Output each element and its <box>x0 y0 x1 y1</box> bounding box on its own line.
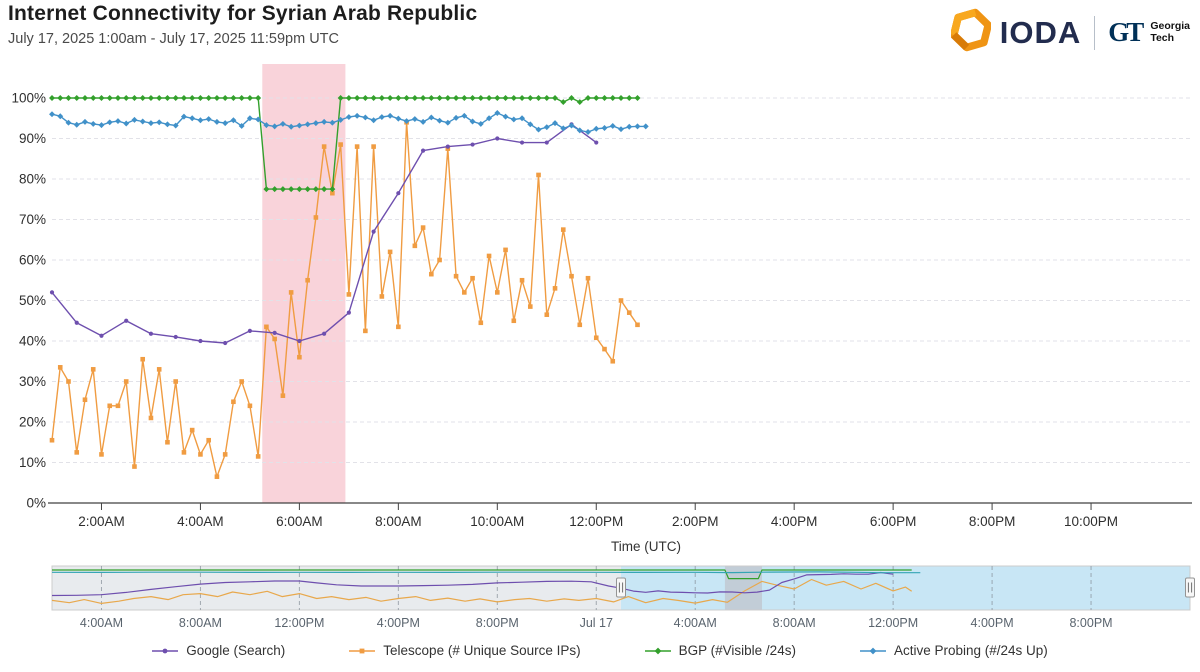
series-bgp <box>49 95 641 193</box>
outage-highlight-band <box>262 64 346 503</box>
georgia-tech-name: Georgia Tech <box>1150 20 1190 44</box>
series-telescope <box>49 120 640 479</box>
svg-text:90%: 90% <box>19 131 46 146</box>
legend-label: Google (Search) <box>186 643 286 658</box>
chart-legend: Google (Search) Telescope (# Unique Sourc… <box>0 643 1200 658</box>
navigator-series <box>51 578 913 605</box>
legend-label: Telescope (# Unique Source IPs) <box>383 643 581 658</box>
header: Internet Connectivity for Syrian Arab Re… <box>0 0 1200 58</box>
x-axis-title: Time (UTC) <box>611 539 681 554</box>
navigator-unselected-range[interactable] <box>52 566 621 610</box>
svg-text:4:00PM: 4:00PM <box>971 616 1014 630</box>
legend-marker-icon <box>859 647 886 654</box>
svg-text:100%: 100% <box>11 91 46 106</box>
svg-text:2:00PM: 2:00PM <box>672 514 719 529</box>
main-chart[interactable]: 0% 10% 20% 30% 40% 50% 60% 70% 80% 90% 100% 2:00AM 4… <box>0 58 1200 563</box>
svg-text:12:00PM: 12:00PM <box>868 616 918 630</box>
svg-text:Jul 17: Jul 17 <box>580 616 613 630</box>
svg-text:10:00PM: 10:00PM <box>1064 514 1118 529</box>
time-range-navigator[interactable]: 4:00AM 8:00AM 12:00PM 4:00PM 8:00PM Jul 17 4:0… <box>0 564 1200 638</box>
svg-text:10%: 10% <box>19 455 46 470</box>
legend-item-google[interactable]: Google (Search) <box>152 643 285 658</box>
x-axis: 2:00AM 4:00AM 6:00AM 8:00AM 10:00AM 12:00PM 2:… <box>48 502 1192 554</box>
svg-text:40%: 40% <box>19 334 46 349</box>
legend-marker-icon <box>152 648 179 653</box>
legend-item-active[interactable]: Active Probing (#/24s Up) <box>859 643 1048 658</box>
navigator-selected-range[interactable] <box>621 566 1190 610</box>
svg-text:12:00PM: 12:00PM <box>569 514 623 529</box>
svg-text:30%: 30% <box>19 374 46 389</box>
svg-text:8:00AM: 8:00AM <box>375 514 422 529</box>
svg-text:20%: 20% <box>19 415 46 430</box>
navigator-left-handle[interactable] <box>616 577 626 598</box>
logo-block[interactable]: IODA GT Georgia Tech <box>949 8 1190 57</box>
y-axis: 0% 10% 20% 30% 40% 50% 60% 70% 80% 90% 100% <box>11 91 1190 511</box>
legend-label: Active Probing (#/24s Up) <box>893 643 1048 658</box>
legend-item-bgp[interactable]: BGP (#Visible /24s) <box>644 643 796 658</box>
svg-text:6:00PM: 6:00PM <box>870 514 917 529</box>
ioda-wordmark: IODA <box>999 15 1082 50</box>
svg-text:6:00AM: 6:00AM <box>276 514 323 529</box>
svg-text:10:00AM: 10:00AM <box>470 514 524 529</box>
svg-text:50%: 50% <box>19 293 46 308</box>
page-title: Internet Connectivity for Syrian Arab Re… <box>8 2 478 25</box>
svg-text:70%: 70% <box>19 212 46 227</box>
svg-text:12:00PM: 12:00PM <box>274 616 324 630</box>
svg-text:60%: 60% <box>19 253 46 268</box>
logo-divider <box>1094 15 1096 50</box>
navigator-axis: 4:00AM 8:00AM 12:00PM 4:00PM 8:00PM Jul 17 4:0… <box>80 566 1113 630</box>
legend-marker-icon <box>349 648 376 653</box>
svg-text:4:00AM: 4:00AM <box>177 514 224 529</box>
georgia-tech-gt-icon: GT <box>1108 17 1144 47</box>
navigator-series <box>51 571 921 574</box>
legend-label: BGP (#Visible /24s) <box>678 643 796 658</box>
ioda-hexagon-icon <box>949 8 992 57</box>
svg-text:4:00AM: 4:00AM <box>80 616 123 630</box>
legend-marker-icon <box>644 647 671 654</box>
svg-text:2:00AM: 2:00AM <box>78 514 125 529</box>
svg-text:80%: 80% <box>19 172 46 187</box>
series-active <box>49 110 649 135</box>
svg-text:8:00AM: 8:00AM <box>773 616 816 630</box>
navigator-outage-band <box>724 566 763 610</box>
date-range-subtitle: July 17, 2025 1:00am - July 17, 2025 11:… <box>8 31 340 47</box>
legend-item-telescope[interactable]: Telescope (# Unique Source IPs) <box>349 643 581 658</box>
svg-text:4:00AM: 4:00AM <box>674 616 717 630</box>
svg-text:8:00PM: 8:00PM <box>969 514 1016 529</box>
svg-text:0%: 0% <box>26 496 46 511</box>
svg-text:4:00PM: 4:00PM <box>771 514 818 529</box>
svg-text:8:00PM: 8:00PM <box>476 616 519 630</box>
navigator-right-handle[interactable] <box>1185 577 1195 598</box>
svg-text:8:00PM: 8:00PM <box>1069 616 1112 630</box>
svg-text:4:00PM: 4:00PM <box>377 616 420 630</box>
svg-text:8:00AM: 8:00AM <box>179 616 222 630</box>
navigator-series <box>51 571 894 597</box>
navigator-series <box>52 569 912 580</box>
